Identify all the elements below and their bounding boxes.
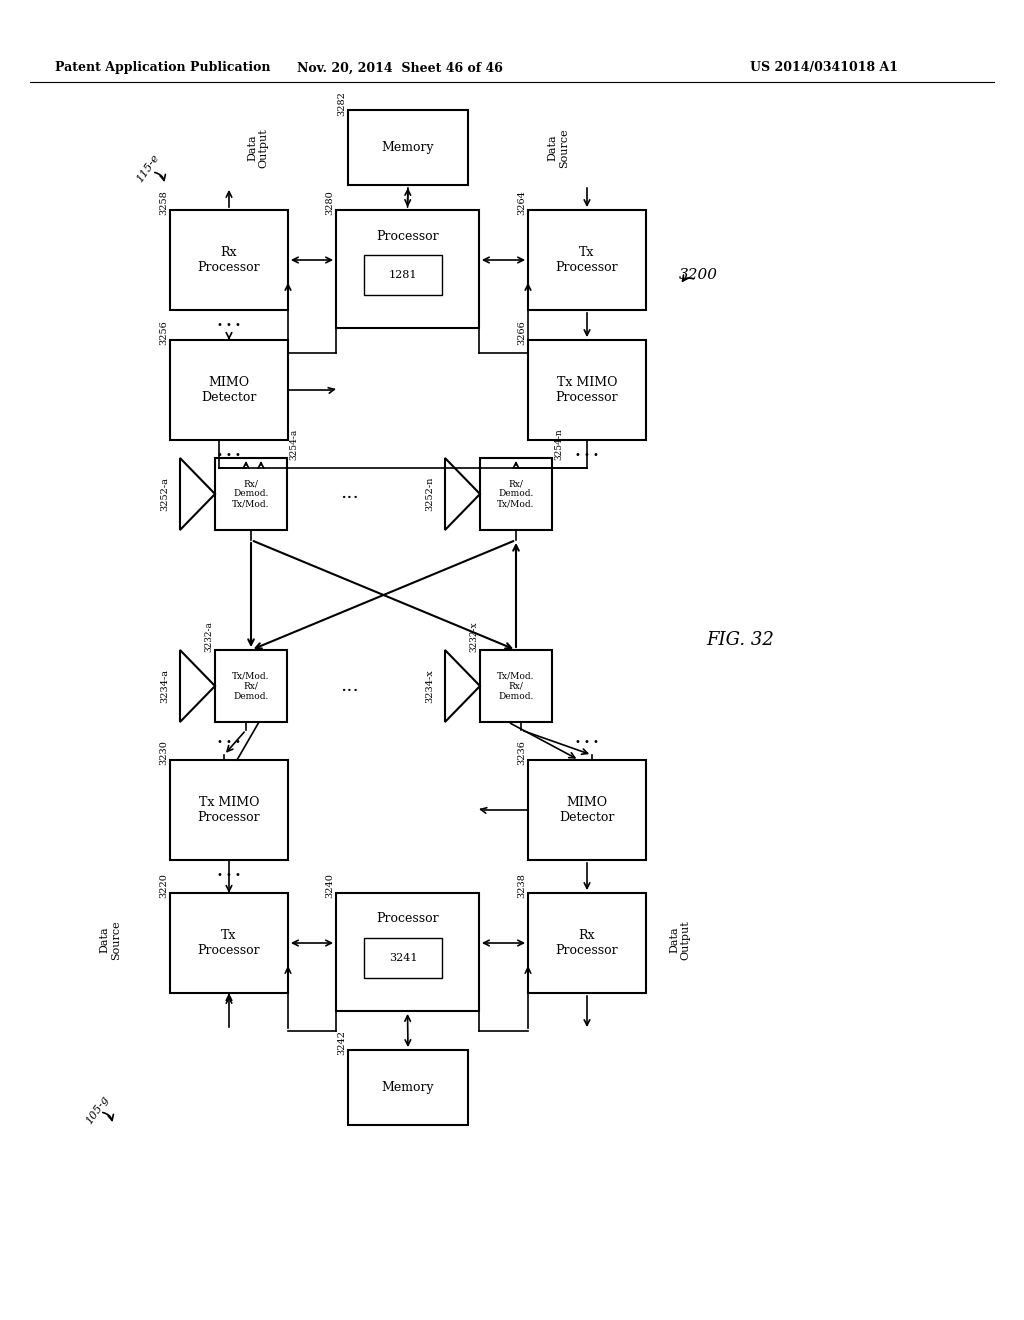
Text: 3220: 3220 [159,873,168,898]
Text: 1281: 1281 [389,271,417,280]
Text: • • •: • • • [575,450,599,459]
Text: 3232-a: 3232-a [204,622,213,652]
Text: Data
Source: Data Source [547,128,568,168]
Bar [215,458,287,531]
Bar [364,939,442,978]
Text: FIG. 32: FIG. 32 [707,631,774,649]
Text: 3264: 3264 [517,190,526,215]
Text: 3240: 3240 [325,873,334,898]
Text: Memory: Memory [382,1081,434,1094]
Text: • • •: • • • [217,450,241,459]
Bar [170,210,288,310]
Text: 3241: 3241 [389,953,417,964]
Bar [170,894,288,993]
Text: Tx MIMO
Processor: Tx MIMO Processor [556,376,618,404]
Bar [364,255,442,294]
Text: 3282: 3282 [337,91,346,116]
Text: Tx MIMO
Processor: Tx MIMO Processor [198,796,260,824]
Text: 3280: 3280 [325,190,334,215]
Text: Tx/Mod.
Rx/
Demod.: Tx/Mod. Rx/ Demod. [498,671,535,701]
Text: ...: ... [341,484,359,502]
Text: 3230: 3230 [159,741,168,766]
Text: 3232-x: 3232-x [469,622,478,652]
Text: 3256: 3256 [159,321,168,345]
Text: Memory: Memory [382,141,434,154]
Bar [336,894,479,1011]
Text: Processor: Processor [376,230,439,243]
Text: Nov. 20, 2014  Sheet 46 of 46: Nov. 20, 2014 Sheet 46 of 46 [297,62,503,74]
Text: 3252-n: 3252-n [426,477,434,511]
Text: 3258: 3258 [159,190,168,215]
Text: Tx
Processor: Tx Processor [556,246,618,275]
Text: 3238: 3238 [517,873,526,898]
Text: 3252-a: 3252-a [161,477,170,511]
Text: Processor: Processor [376,912,439,925]
Text: 3234-a: 3234-a [161,669,170,704]
Text: Data
Source: Data Source [99,920,121,960]
Text: Rx/
Demod.
Tx/Mod.: Rx/ Demod. Tx/Mod. [232,479,269,510]
Bar [348,110,468,185]
Text: • • •: • • • [217,737,241,747]
Text: 105-g: 105-g [84,1094,111,1126]
Text: 3266: 3266 [517,321,526,345]
Bar [528,894,646,993]
Bar [215,649,287,722]
Text: 3200: 3200 [679,268,718,282]
Text: Tx/Mod.
Rx/
Demod.: Tx/Mod. Rx/ Demod. [232,671,269,701]
Text: 115-e: 115-e [135,152,161,183]
Text: ...: ... [341,677,359,696]
Bar [170,760,288,861]
Text: Patent Application Publication: Patent Application Publication [55,62,270,74]
Text: Tx
Processor: Tx Processor [198,929,260,957]
Text: Rx/
Demod.
Tx/Mod.: Rx/ Demod. Tx/Mod. [498,479,535,510]
Text: MIMO
Detector: MIMO Detector [202,376,257,404]
Text: Data
Output: Data Output [247,128,268,168]
Text: 3236: 3236 [517,741,526,766]
Bar [336,210,479,327]
Bar [528,210,646,310]
Text: Rx
Processor: Rx Processor [198,246,260,275]
Text: 3254-a: 3254-a [289,429,298,459]
Bar [528,760,646,861]
Text: US 2014/0341018 A1: US 2014/0341018 A1 [750,62,898,74]
Bar [480,649,552,722]
Text: Rx
Processor: Rx Processor [556,929,618,957]
Text: Data
Output: Data Output [670,920,691,960]
Bar [528,341,646,440]
Text: • • •: • • • [575,737,599,747]
Text: 3254-n: 3254-n [554,428,563,459]
Text: 3234-x: 3234-x [426,669,434,702]
Bar [348,1049,468,1125]
Bar [170,341,288,440]
Text: • • •: • • • [217,870,241,880]
Text: 3242: 3242 [337,1030,346,1055]
Text: MIMO
Detector: MIMO Detector [559,796,614,824]
Bar [480,458,552,531]
Text: • • •: • • • [217,319,241,330]
